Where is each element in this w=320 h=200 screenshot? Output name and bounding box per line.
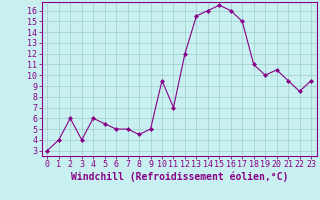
X-axis label: Windchill (Refroidissement éolien,°C): Windchill (Refroidissement éolien,°C): [70, 172, 288, 182]
